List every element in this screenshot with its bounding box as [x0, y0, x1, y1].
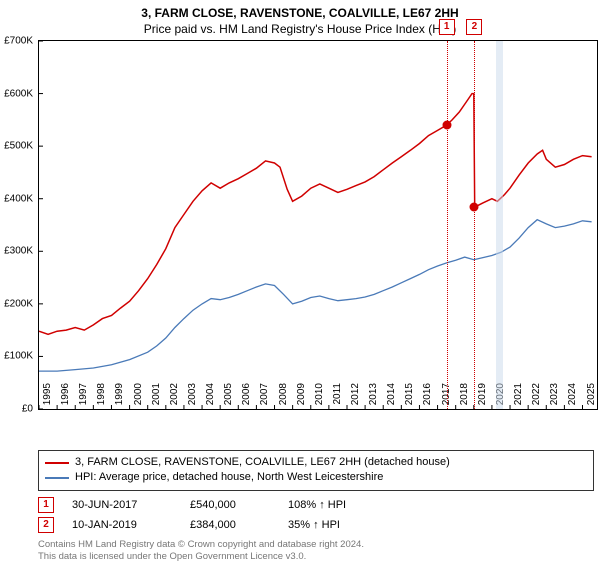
x-axis-label: 2021 [513, 383, 524, 413]
sale-row-hpi: 108% ↑ HPI [288, 499, 368, 511]
legend-text: HPI: Average price, detached house, Nort… [75, 470, 383, 485]
sale-marker-box: 1 [439, 19, 455, 35]
x-axis-label: 2010 [314, 383, 325, 413]
sale-row-hpi: 35% ↑ HPI [288, 519, 368, 531]
x-axis-label: 1997 [78, 383, 89, 413]
legend-row: 3, FARM CLOSE, RAVENSTONE, COALVILLE, LE… [45, 455, 587, 470]
x-axis-label: 2005 [223, 383, 234, 413]
sale-row: 1 30-JUN-2017 £540,000 108% ↑ HPI [38, 497, 594, 513]
y-axis-label: £300K [0, 246, 33, 257]
chart-title-address: 3, FARM CLOSE, RAVENSTONE, COALVILLE, LE… [0, 0, 600, 20]
footer-line-1: Contains HM Land Registry data © Crown c… [38, 539, 594, 551]
chart-svg [39, 41, 597, 409]
x-axis-label: 1999 [114, 383, 125, 413]
x-axis-label: 2014 [386, 383, 397, 413]
x-axis-label: 2002 [169, 383, 180, 413]
sale-row-marker: 2 [38, 517, 54, 533]
footer-attribution: Contains HM Land Registry data © Crown c… [38, 539, 594, 563]
y-axis-label: £0 [0, 404, 33, 415]
x-axis-label: 1995 [42, 383, 53, 413]
y-axis-label: £100K [0, 351, 33, 362]
sale-row-date: 10-JAN-2019 [72, 519, 172, 531]
x-axis-label: 2009 [296, 383, 307, 413]
event-band [496, 41, 503, 409]
x-axis-label: 2025 [586, 383, 597, 413]
sale-row-price: £384,000 [190, 519, 270, 531]
y-axis-label: £500K [0, 141, 33, 152]
series-price_paid [39, 94, 592, 335]
x-axis-label: 2001 [151, 383, 162, 413]
sale-row-date: 30-JUN-2017 [72, 499, 172, 511]
x-axis-label: 2022 [531, 383, 542, 413]
series-hpi [39, 220, 592, 371]
x-axis-label: 2023 [549, 383, 560, 413]
sale-marker-dot [470, 203, 479, 212]
sales-table: 1 30-JUN-2017 £540,000 108% ↑ HPI 2 10-JAN-20… [38, 497, 594, 533]
x-axis-label: 2004 [205, 383, 216, 413]
x-axis-label: 1996 [60, 383, 71, 413]
y-axis-label: £700K [0, 36, 33, 47]
legend-swatch [45, 477, 69, 479]
legend-row: HPI: Average price, detached house, Nort… [45, 470, 587, 485]
x-axis-label: 2012 [350, 383, 361, 413]
x-axis-label: 2007 [259, 383, 270, 413]
sale-row-price: £540,000 [190, 499, 270, 511]
x-axis-label: 2008 [278, 383, 289, 413]
sale-marker-vline [447, 41, 448, 409]
y-axis-label: £600K [0, 88, 33, 99]
x-axis-label: 2013 [368, 383, 379, 413]
sale-marker-vline [474, 41, 475, 409]
sale-marker-dot [442, 121, 451, 130]
footer-line-2: This data is licensed under the Open Gov… [38, 551, 594, 563]
x-axis-label: 2011 [332, 383, 343, 413]
x-axis-label: 2016 [422, 383, 433, 413]
x-axis-label: 2003 [187, 383, 198, 413]
x-axis-label: 2018 [459, 383, 470, 413]
chart-legend: 3, FARM CLOSE, RAVENSTONE, COALVILLE, LE… [38, 450, 594, 491]
x-axis-label: 1998 [96, 383, 107, 413]
y-axis-label: £200K [0, 298, 33, 309]
x-axis-label: 2006 [241, 383, 252, 413]
sale-row: 2 10-JAN-2019 £384,000 35% ↑ HPI [38, 517, 594, 533]
x-axis-label: 2019 [477, 383, 488, 413]
y-axis-label: £400K [0, 193, 33, 204]
legend-text: 3, FARM CLOSE, RAVENSTONE, COALVILLE, LE… [75, 455, 450, 470]
chart-subtitle: Price paid vs. HM Land Registry's House … [0, 20, 600, 40]
x-axis-label: 2024 [567, 383, 578, 413]
sale-marker-box: 2 [466, 19, 482, 35]
x-axis-label: 2000 [133, 383, 144, 413]
sale-row-marker: 1 [38, 497, 54, 513]
x-axis-label: 2015 [404, 383, 415, 413]
price-chart: £0£100K£200K£300K£400K£500K£600K£700K199… [38, 40, 598, 410]
legend-swatch [45, 462, 69, 464]
